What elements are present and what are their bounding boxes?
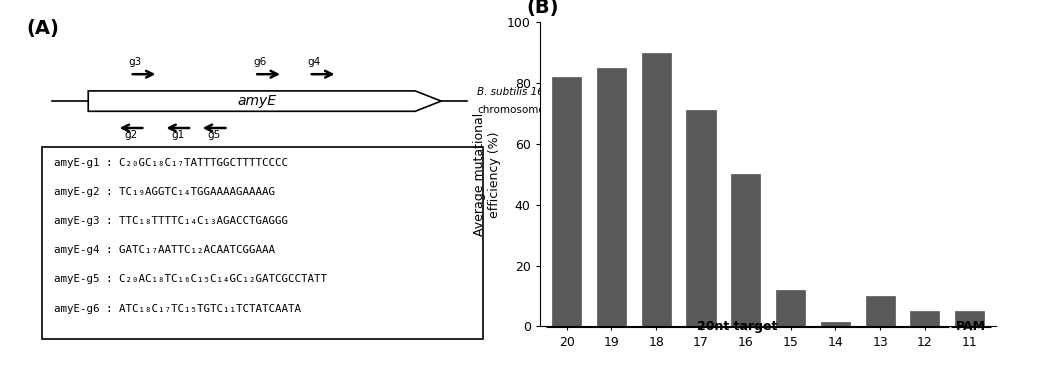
- Text: g6: g6: [253, 57, 266, 67]
- Text: amyE-g5 : C₂₀AC₁₈TC₁₆C₁₅C₁₄GC₁₂GATCGCCTATT: amyE-g5 : C₂₀AC₁₈TC₁₆C₁₅C₁₄GC₁₂GATCGCCTA…: [55, 275, 328, 285]
- Bar: [731, 174, 760, 326]
- Text: amyE-g6 : ATC₁₈C₁₇TC₁₅TGTC₁₁TCTATCAATA: amyE-g6 : ATC₁₈C₁₇TC₁₅TGTC₁₁TCTATCAATA: [55, 303, 301, 313]
- Text: g2: g2: [125, 130, 138, 140]
- Bar: [641, 53, 671, 326]
- Text: amyE-g2 : TC₁₉AGGTC₁₄TGGAAAAGAAAAG: amyE-g2 : TC₁₉AGGTC₁₄TGGAAAAGAAAAG: [55, 187, 275, 197]
- Text: 20nt target: 20nt target: [696, 320, 777, 333]
- Bar: [910, 311, 939, 326]
- Text: g4: g4: [307, 57, 321, 67]
- Bar: [955, 311, 984, 326]
- Polygon shape: [88, 91, 441, 111]
- Bar: [866, 296, 895, 326]
- Y-axis label: Average mutational
efficiency (%): Average mutational efficiency (%): [473, 113, 501, 236]
- Text: PAM: PAM: [956, 320, 986, 333]
- Bar: [776, 290, 805, 326]
- Text: amyE: amyE: [238, 94, 276, 108]
- FancyBboxPatch shape: [42, 147, 483, 339]
- Text: g1: g1: [171, 130, 185, 140]
- Text: B. subtilis 168: B. subtilis 168: [477, 87, 551, 97]
- Text: amyE-g4 : GATC₁₇AATTC₁₂ACAATCGGAAA: amyE-g4 : GATC₁₇AATTC₁₂ACAATCGGAAA: [55, 246, 275, 255]
- Bar: [821, 322, 850, 326]
- FancyBboxPatch shape: [951, 326, 991, 327]
- Text: (B): (B): [526, 0, 558, 17]
- Text: g3: g3: [129, 57, 141, 67]
- Text: amyE-g1 : C₂₀GC₁₈C₁₇TATTTGGCTTTTCCCC: amyE-g1 : C₂₀GC₁₈C₁₇TATTTGGCTTTTCCCC: [55, 158, 289, 168]
- Text: g5: g5: [208, 130, 221, 140]
- Text: amyE-g3 : TTC₁₈TTTTC₁₄C₁₃AGACCTGAGGG: amyE-g3 : TTC₁₈TTTTC₁₄C₁₃AGACCTGAGGG: [55, 216, 289, 226]
- Text: chromosome: chromosome: [477, 105, 545, 115]
- Text: (A): (A): [26, 19, 59, 37]
- Bar: [597, 68, 626, 326]
- Bar: [686, 111, 715, 326]
- Bar: [552, 77, 581, 326]
- FancyBboxPatch shape: [546, 326, 950, 327]
